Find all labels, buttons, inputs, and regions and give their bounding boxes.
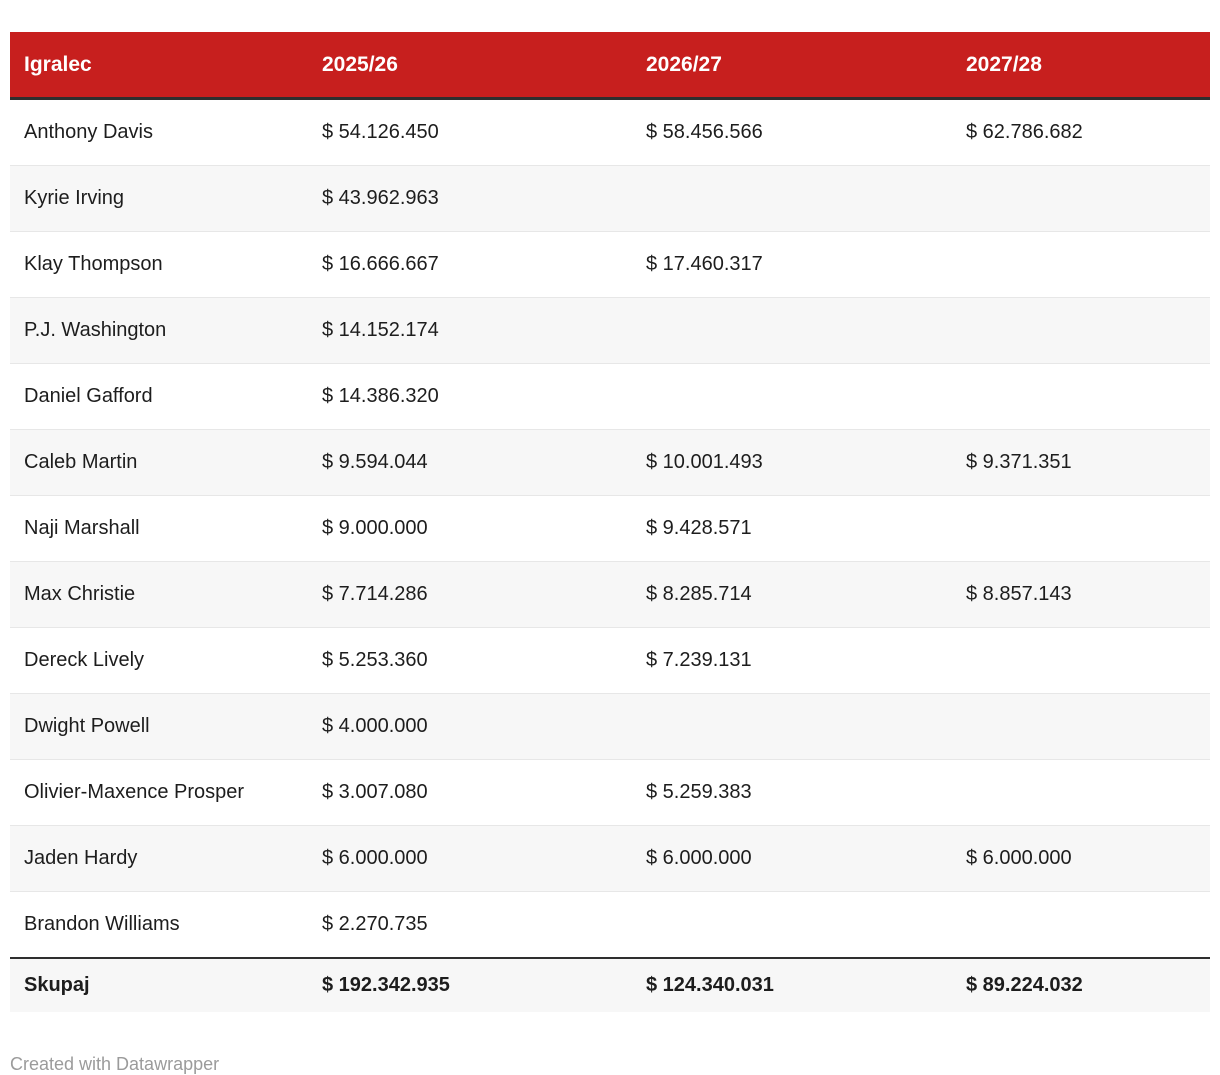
salary-cell: $ 16.666.667: [312, 231, 636, 298]
table-row: Dwight Powell $ 4.000.000: [10, 693, 1210, 760]
player-name-cell: Klay Thompson: [10, 231, 312, 298]
salary-cell: $ 10.001.493: [636, 429, 956, 496]
salary-cell: [956, 891, 1210, 958]
total-row: Skupaj $ 192.342.935 $ 124.340.031 $ 89.…: [10, 957, 1210, 1012]
player-name-cell: Dereck Lively: [10, 627, 312, 694]
player-name-cell: Brandon Williams: [10, 891, 312, 958]
salary-cell: [956, 759, 1210, 826]
header-row: Igralec 2025/26 2026/27 2027/28: [10, 32, 1210, 100]
table-row: Max Christie $ 7.714.286 $ 8.285.714 $ 8.85…: [10, 561, 1210, 628]
player-name-cell: Jaden Hardy: [10, 825, 312, 892]
table-row: Daniel Gafford $ 14.386.320: [10, 363, 1210, 430]
player-name-cell: Caleb Martin: [10, 429, 312, 496]
salary-cell: $ 5.253.360: [312, 627, 636, 694]
header-cell-season-1: 2025/26: [312, 32, 636, 100]
salary-cell: $ 6.000.000: [312, 825, 636, 892]
salary-cell: $ 6.000.000: [636, 825, 956, 892]
table-row: Olivier-Maxence Prosper $ 3.007.080 $ 5.25…: [10, 759, 1210, 826]
salary-cell: $ 8.285.714: [636, 561, 956, 628]
salary-cell: [636, 693, 956, 760]
table-row: P.J. Washington $ 14.152.174: [10, 297, 1210, 364]
table-body: Anthony Davis $ 54.126.450 $ 58.456.566 $ 6…: [10, 99, 1210, 958]
salary-cell: $ 8.857.143: [956, 561, 1210, 628]
salary-cell: $ 9.000.000: [312, 495, 636, 562]
table-row: Klay Thompson $ 16.666.667 $ 17.460.317: [10, 231, 1210, 298]
player-name-cell: Anthony Davis: [24, 121, 153, 143]
salary-cell: $ 62.786.682: [966, 121, 1083, 143]
player-name-cell: Kyrie Irving: [10, 165, 312, 232]
table-footer: Skupaj $ 192.342.935 $ 124.340.031 $ 89.…: [10, 957, 1210, 1012]
table-row: Kyrie Irving $ 43.962.963: [10, 165, 1210, 232]
table-row: Caleb Martin $ 9.594.044 $ 10.001.493 $ 9.3…: [10, 429, 1210, 496]
salary-cell: [956, 231, 1210, 298]
table-row: Anthony Davis $ 54.126.450 $ 58.456.566 $ 6…: [10, 99, 1210, 166]
salary-cell: $ 9.594.044: [312, 429, 636, 496]
salary-cell: [956, 363, 1210, 430]
player-name-cell: Olivier-Maxence Prosper: [10, 759, 312, 826]
salary-cell: $ 43.962.963: [312, 165, 636, 232]
salary-cell: $ 3.007.080: [312, 759, 636, 826]
total-label-cell: Skupaj: [10, 957, 312, 1012]
salary-cell: $ 54.126.450: [322, 121, 439, 143]
header-cell-player: Igralec: [10, 32, 312, 100]
datawrapper-attribution[interactable]: Created with Datawrapper: [10, 1054, 220, 1074]
salary-cell: [956, 627, 1210, 694]
header-cell-season-2: 2026/27: [636, 32, 956, 100]
salary-cell: $ 14.152.174: [312, 297, 636, 364]
total-salary-cell: $ 192.342.935: [312, 957, 636, 1012]
salary-cell: $ 9.371.351: [956, 429, 1210, 496]
salary-cell: $ 6.000.000: [956, 825, 1210, 892]
table-row: Jaden Hardy $ 6.000.000 $ 6.000.000 $ 6.000…: [10, 825, 1210, 892]
salary-cell: $ 7.239.131: [636, 627, 956, 694]
table-header: Igralec 2025/26 2026/27 2027/28: [10, 32, 1210, 100]
salary-cell: [636, 891, 956, 958]
salary-cell: $ 9.428.571: [636, 495, 956, 562]
salary-cell: [636, 363, 956, 430]
salary-cell: $ 17.460.317: [636, 231, 956, 298]
header-cell-season-3: 2027/28: [956, 32, 1210, 100]
salary-cell: [956, 297, 1210, 364]
player-name-cell: Max Christie: [10, 561, 312, 628]
salary-table: Igralec 2025/26 2026/27 2027/28 Anthony …: [10, 32, 1210, 1012]
player-name-cell: Naji Marshall: [10, 495, 312, 562]
salary-cell: $ 7.714.286: [312, 561, 636, 628]
salary-cell: $ 5.259.383: [636, 759, 956, 826]
player-name-cell: Dwight Powell: [10, 693, 312, 760]
salary-cell: $ 4.000.000: [312, 693, 636, 760]
salary-cell: $ 58.456.566: [646, 121, 763, 143]
salary-cell: $ 2.270.735: [312, 891, 636, 958]
salary-cell: [956, 693, 1210, 760]
salary-cell: [956, 495, 1210, 562]
total-salary-cell: $ 124.340.031: [636, 957, 956, 1012]
table-row: Dereck Lively $ 5.253.360 $ 7.239.131: [10, 627, 1210, 694]
salary-cell: [956, 165, 1210, 232]
player-name-cell: Daniel Gafford: [10, 363, 312, 430]
salary-cell: [636, 297, 956, 364]
table-row: Brandon Williams $ 2.270.735: [10, 891, 1210, 958]
salary-cell: $ 14.386.320: [312, 363, 636, 430]
salary-cell: [636, 165, 956, 232]
player-name-cell: P.J. Washington: [10, 297, 312, 364]
table-row: Naji Marshall $ 9.000.000 $ 9.428.571: [10, 495, 1210, 562]
total-salary-cell: $ 89.224.032: [956, 957, 1210, 1012]
